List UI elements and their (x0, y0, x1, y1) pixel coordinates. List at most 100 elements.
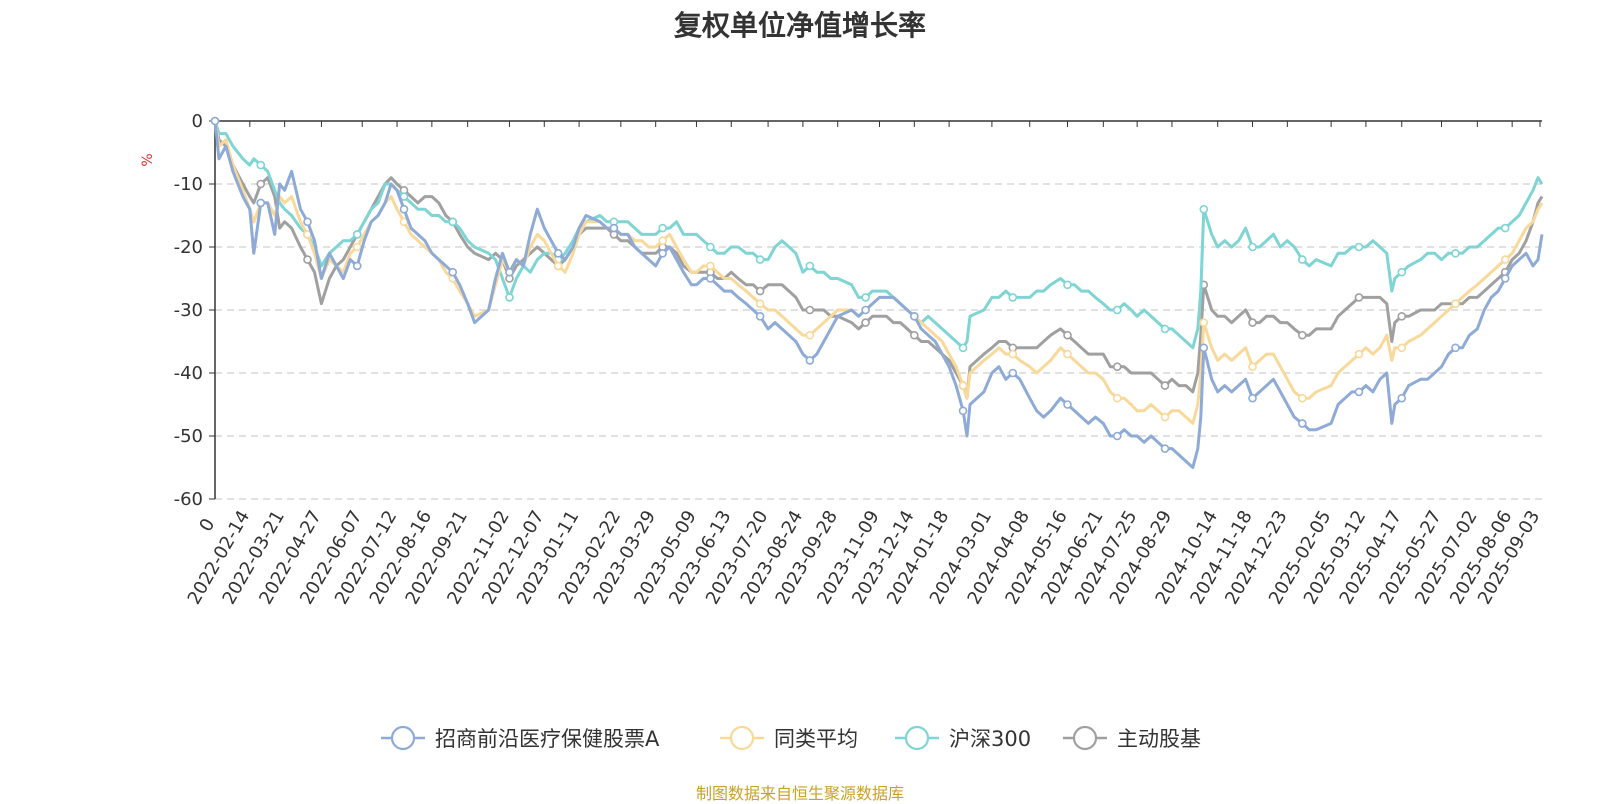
series-point (1451, 343, 1460, 353)
series-point (1397, 311, 1407, 321)
series-point (505, 293, 514, 302)
series-point (1248, 318, 1257, 327)
series-point (352, 242, 362, 252)
series-point (1112, 431, 1122, 441)
series-point (609, 223, 619, 233)
series-point (861, 305, 870, 315)
series-point (505, 267, 514, 277)
legend-marker (729, 725, 755, 751)
legend-label: 同类平均 (774, 727, 858, 751)
series-point (1160, 381, 1170, 390)
series-point (755, 311, 765, 321)
series-point (1500, 223, 1510, 233)
legend-marker (904, 725, 930, 751)
series-point (958, 406, 968, 416)
x-tick-label: 0 (195, 515, 219, 535)
y-axis-unit: % (140, 153, 156, 166)
series-point (1500, 255, 1510, 264)
y-tick-label: -10 (174, 174, 203, 195)
series-point (1354, 242, 1364, 252)
series-point (861, 293, 870, 302)
series-point (1354, 349, 1364, 359)
series-point (553, 261, 563, 271)
chart-title: 复权单位净值增长率 (673, 9, 926, 42)
series-point (861, 318, 870, 327)
series-point (958, 343, 968, 353)
series-point (706, 242, 715, 252)
series-point (805, 356, 815, 365)
series-point (303, 217, 312, 227)
y-tick-label: -30 (174, 300, 203, 321)
series-point (1160, 412, 1170, 422)
legend-label: 沪深300 (949, 727, 1031, 751)
series-point (1297, 255, 1307, 264)
legend-marker (1072, 725, 1098, 751)
series-point (1451, 299, 1460, 309)
series-point (805, 261, 815, 271)
y-tick-label: 0 (192, 111, 203, 132)
source-note: 制图数据来自恒生聚源数据库 (695, 784, 904, 803)
series-point (658, 236, 667, 245)
y-tick-label: -40 (174, 363, 203, 384)
series-line (213, 120, 1544, 425)
series-point (352, 261, 362, 271)
series-point (256, 160, 266, 170)
series-point (1354, 293, 1364, 302)
series-point (1112, 362, 1122, 372)
series-point (1160, 324, 1170, 334)
series-point (755, 255, 765, 264)
series-point (755, 286, 765, 296)
series-point (805, 330, 815, 340)
grid-lines (215, 183, 1542, 500)
y-tick-label: -50 (174, 426, 203, 447)
series-point (1248, 393, 1257, 403)
series-point (1199, 204, 1209, 214)
series-point (706, 274, 715, 283)
series-point (1354, 387, 1364, 397)
series-point (1112, 393, 1122, 403)
series-line (213, 120, 1544, 350)
series-point (448, 267, 458, 277)
series-point (1063, 330, 1072, 340)
series-point (1008, 349, 1018, 359)
series-point (399, 204, 409, 214)
series-point (1397, 343, 1407, 353)
series-point (706, 261, 715, 271)
series-point (1397, 267, 1407, 277)
series-point (1397, 393, 1407, 403)
series-point (1008, 293, 1018, 302)
series-point (658, 249, 667, 258)
series-line (213, 120, 1544, 400)
series-point (805, 305, 815, 315)
legend-label: 招商前沿医疗保健股票A (435, 727, 660, 751)
series-point (1008, 368, 1018, 378)
y-tick-label: -20 (174, 237, 203, 258)
series-point (1297, 393, 1307, 403)
series-point (1248, 362, 1257, 372)
series-point (256, 179, 266, 189)
legend: 招商前沿医疗保健股票A 同类平均 沪深300 主动股基 (381, 725, 1201, 751)
series-line (213, 120, 1544, 469)
series-point (210, 116, 220, 126)
series-point (1297, 419, 1307, 428)
series-point (910, 311, 919, 321)
legend-marker (390, 725, 416, 751)
legend-label: 主动股基 (1117, 727, 1201, 751)
series-point (1451, 249, 1460, 258)
series-point (448, 217, 458, 227)
series-point (755, 299, 765, 309)
series-point (553, 249, 563, 258)
series-point (1063, 349, 1072, 359)
series-lines (210, 116, 1544, 469)
series-point (1160, 444, 1170, 453)
series-point (352, 230, 362, 239)
axes: 0-10-20-30-40-50-60%02022-02-142022-03-2… (140, 111, 1544, 608)
series-point (1199, 343, 1209, 353)
series-point (303, 255, 312, 264)
series-point (256, 198, 266, 208)
series-point (1199, 318, 1209, 327)
y-tick-label: -60 (174, 489, 203, 510)
series-point (1063, 280, 1072, 290)
series-point (1112, 305, 1122, 315)
